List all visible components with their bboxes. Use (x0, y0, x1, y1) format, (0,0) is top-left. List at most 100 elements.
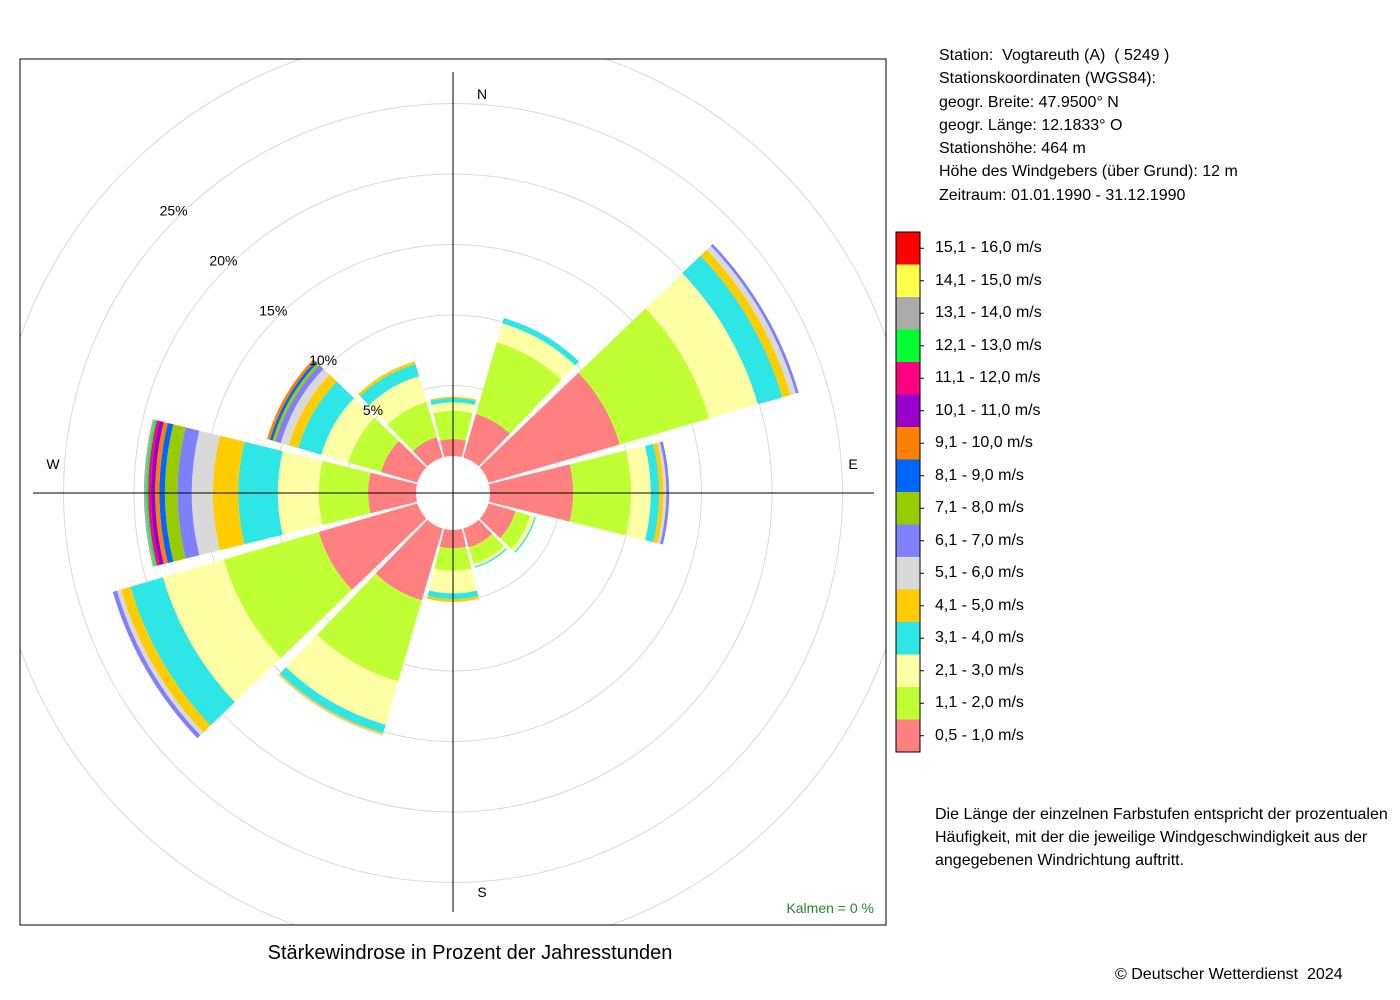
sector-segment (143, 419, 155, 567)
sector-330 (358, 361, 443, 467)
sector-segment (463, 519, 493, 548)
sector-300 (267, 359, 427, 483)
legend-label: 12,1 - 13,0 m/s (935, 336, 1042, 354)
sector-segment (700, 249, 791, 398)
sector-segment (150, 420, 164, 566)
sector-segment (645, 273, 758, 419)
legend-swatch (896, 459, 920, 492)
sector-segment (682, 255, 783, 405)
sector-segment (387, 401, 437, 452)
legend-label: 14,1 - 15,0 m/s (935, 271, 1042, 289)
station-coords-heading: Stationskoordinaten (WGS84): (939, 70, 1156, 88)
station-info: Station: Vogtareuth (A) ( 5249 ) Station… (939, 44, 1238, 207)
sector-segment (321, 398, 375, 463)
radial-tick-label: 5% (363, 402, 383, 418)
legend-label: 5,1 - 6,0 m/s (935, 564, 1024, 582)
sector-150 (463, 519, 507, 568)
legend-label: 1,1 - 2,0 m/s (935, 694, 1024, 712)
sector-segment (511, 515, 535, 552)
direction-label-w: W (46, 456, 60, 472)
sector-segment (578, 308, 710, 445)
sector-segment (660, 441, 670, 545)
sector-30 (463, 318, 580, 467)
legend-swatch (896, 492, 920, 525)
legend-swatch (896, 719, 920, 752)
sector-segment (479, 372, 620, 483)
sector-segment (496, 323, 576, 380)
sector-segment (473, 546, 506, 567)
station-elevation: Stationshöhe: 464 m (939, 140, 1086, 158)
legend-label: 13,1 - 14,0 m/s (935, 304, 1042, 322)
legend-note: Die Länge der einzelnen Farbstufen entsp… (935, 806, 1388, 869)
legend-label: 4,1 - 5,0 m/s (935, 596, 1024, 614)
sector-segment (468, 533, 504, 564)
radial-tick-label: 20% (209, 252, 237, 268)
sector-segment (120, 586, 211, 733)
sector-segment (430, 396, 476, 401)
legend-label: 9,1 - 10,0 m/s (935, 434, 1033, 452)
sector-segment (500, 511, 531, 549)
legend-swatch (896, 264, 920, 297)
direction-label-n: N (477, 86, 487, 102)
sector-segment (288, 374, 337, 449)
sector-segment (657, 442, 667, 544)
sector-segment (285, 634, 399, 725)
sector-segment (479, 503, 516, 539)
sector-segment (360, 364, 420, 406)
station-name: Station: Vogtareuth (A) ( 5249 ) (939, 47, 1170, 64)
sector-segment (514, 516, 536, 553)
legend-swatch (896, 232, 920, 265)
sector-segment (427, 596, 479, 602)
sector-segment (130, 577, 235, 726)
sector-segment (280, 368, 330, 446)
sector-segment (298, 381, 355, 455)
radial-tick-label: 25% (160, 203, 188, 219)
sector-segment (317, 573, 422, 682)
sector-segment (412, 437, 443, 467)
wind-sensor-height: Höhe des Windgebers (über Grund): 12 m (939, 163, 1238, 181)
legend-label: 8,1 - 9,0 m/s (935, 466, 1024, 484)
sector-segment (706, 245, 796, 395)
sector-segment (269, 361, 318, 441)
wind-sectors (112, 243, 799, 739)
legend-label: 3,1 - 4,0 m/s (935, 629, 1024, 647)
legend-label: 2,1 - 3,0 m/s (935, 661, 1024, 679)
radial-tick-label: 15% (259, 302, 287, 318)
legend-swatches (895, 231, 924, 753)
sector-segment (145, 419, 157, 567)
legend-swatch (896, 557, 920, 590)
sector-segment (280, 667, 386, 733)
sector-segment (272, 362, 320, 442)
sector-segment (318, 503, 427, 590)
sector-segment (463, 414, 510, 467)
sector-segment (223, 532, 353, 659)
direction-label-e: E (848, 456, 857, 472)
plot-frame (19, 58, 887, 926)
radial-tick-label: 10% (309, 352, 337, 368)
sector-segment (653, 442, 664, 544)
sector-120 (479, 503, 536, 553)
sector-segment (162, 559, 281, 703)
sector-segment (267, 359, 316, 440)
sector-segment (348, 417, 399, 473)
sector-segment (380, 441, 427, 483)
sector-60 (479, 243, 799, 483)
radial-tick-labels: 5% 10% 15% 20% 25% (160, 203, 384, 418)
direction-label-s: S (477, 884, 486, 900)
legend-swatch (896, 297, 920, 330)
sector-segment (159, 422, 174, 564)
time-period: Zeitraum: 01.01.1990 - 31.12.1990 (939, 186, 1186, 204)
legend-label: 10,1 - 11,0 m/s (935, 401, 1041, 419)
legend-label: 0,5 - 1,0 m/s (935, 726, 1024, 744)
legend-swatch (896, 427, 920, 460)
sector-segment (155, 421, 168, 565)
sector-segment (375, 519, 443, 601)
legend-label: 11,1 - 12,0 m/s (935, 369, 1041, 387)
sector-segment (474, 548, 507, 568)
compass-axes (33, 72, 874, 912)
sector-segment (502, 318, 580, 366)
legend-swatch (896, 589, 920, 622)
sector-segment (475, 342, 562, 434)
legend-swatch (896, 687, 920, 720)
